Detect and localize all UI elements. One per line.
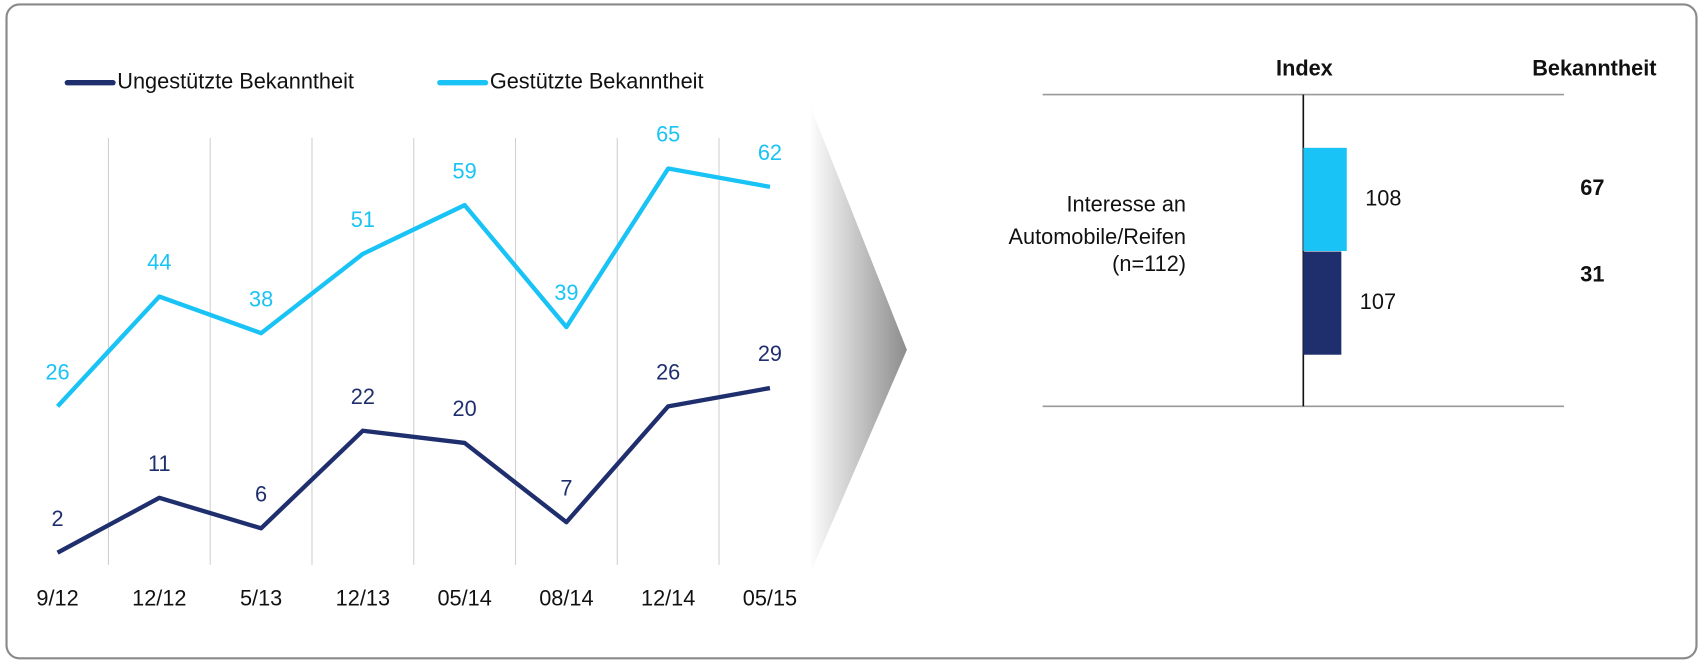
data-label: 62 [758, 140, 782, 165]
data-label: 2 [52, 506, 64, 531]
data-label: 59 [453, 158, 477, 183]
data-label: 51 [351, 207, 375, 232]
data-label: 11 [148, 451, 171, 476]
x-tick-label: 12/12 [132, 585, 186, 610]
series-line [56, 385, 771, 555]
x-tick-label: 5/13 [240, 585, 282, 610]
data-label: 107 [1360, 289, 1396, 314]
data-label: 65 [656, 122, 680, 147]
awareness-value: 31 [1580, 262, 1604, 287]
x-tick-label: 9/12 [36, 585, 78, 610]
data-label: 44 [147, 250, 171, 275]
note: (n=112) [1112, 251, 1186, 276]
bar [1303, 147, 1347, 251]
category-label: Interesse an Automobile/Reifen [1009, 191, 1186, 249]
data-label: 38 [249, 286, 273, 311]
data-label: 108 [1365, 185, 1401, 210]
data-label: 39 [554, 280, 578, 305]
data-label: 29 [758, 341, 782, 366]
series-line [55, 166, 771, 408]
data-label: 26 [656, 359, 680, 384]
x-tick-label: 12/13 [336, 585, 390, 610]
legend-label: Ungestützte Bekanntheit [117, 68, 354, 93]
data-label: 26 [45, 359, 69, 384]
bar [1303, 251, 1342, 355]
arrow-chevron [809, 103, 907, 576]
x-tick-label: 12/14 [641, 585, 695, 610]
data-label: 7 [560, 475, 572, 500]
legend-label: Gestützte Bekanntheit [490, 68, 704, 93]
x-tick-label: 08/14 [539, 585, 593, 610]
awareness-value: 67 [1580, 175, 1604, 200]
data-label: 20 [453, 396, 477, 421]
column-header: Index [1276, 55, 1333, 80]
column-header: Bekanntheit [1532, 55, 1656, 80]
data-label: 22 [351, 384, 375, 409]
data-label: 6 [255, 481, 267, 506]
x-tick-label: 05/14 [437, 585, 491, 610]
x-tick-label: 05/15 [743, 585, 797, 610]
